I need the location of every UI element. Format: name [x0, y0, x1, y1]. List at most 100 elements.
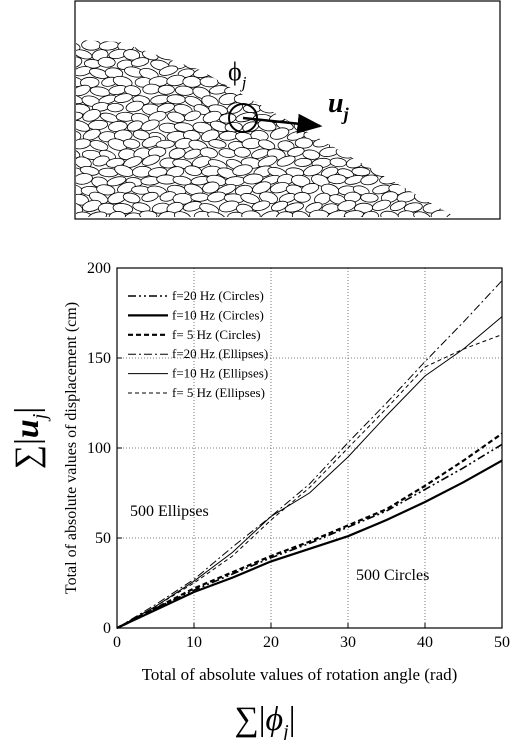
grain — [168, 147, 186, 160]
grain — [309, 102, 327, 112]
grain — [446, 68, 455, 81]
grain — [218, 200, 240, 213]
grain — [354, 78, 371, 88]
grain — [428, 121, 448, 133]
grain — [269, 127, 290, 140]
grain — [157, 84, 175, 95]
x-tick-label: 40 — [417, 634, 433, 651]
grain — [258, 104, 276, 114]
grain — [395, 85, 415, 96]
grain — [393, 65, 414, 78]
grain — [291, 68, 311, 79]
grain — [252, 59, 273, 70]
grain — [291, 174, 311, 187]
grain — [380, 157, 398, 169]
grain — [432, 192, 450, 203]
grain — [287, 75, 306, 85]
legend-label: f=20 Hz (Ellipses) — [172, 346, 268, 361]
grain — [420, 40, 438, 52]
grain — [302, 75, 322, 87]
grain — [183, 40, 202, 52]
grain — [76, 120, 91, 132]
grain — [99, 112, 119, 123]
grain — [394, 48, 412, 59]
grain — [438, 40, 455, 50]
grain — [82, 128, 101, 141]
grain — [328, 65, 346, 78]
grain — [440, 57, 455, 69]
annotation: 500 Ellipses — [130, 503, 209, 520]
series-line — [116, 432, 503, 629]
grain — [92, 155, 110, 167]
grain — [217, 167, 238, 180]
grain — [76, 148, 81, 159]
angle-label: ϕj — [228, 57, 247, 92]
grain — [123, 138, 141, 149]
grain — [428, 155, 449, 168]
series-line — [116, 443, 503, 629]
grain — [405, 164, 426, 178]
grain — [276, 49, 297, 61]
grain — [260, 85, 277, 98]
grain — [295, 85, 314, 97]
grain — [420, 131, 441, 142]
grain — [207, 211, 226, 217]
grain — [114, 93, 133, 103]
subscript: j — [341, 104, 350, 124]
grain — [251, 200, 271, 211]
grain — [421, 147, 440, 159]
grain — [265, 94, 286, 105]
grain — [311, 48, 330, 61]
grain — [429, 175, 448, 186]
grain — [252, 92, 271, 104]
grain — [166, 94, 186, 105]
grain — [301, 94, 320, 106]
grain — [294, 137, 313, 149]
vector-label: uj — [328, 88, 350, 124]
grain — [155, 50, 175, 61]
illustration-frame — [74, 0, 501, 220]
grain — [342, 64, 362, 78]
grain — [301, 41, 322, 52]
grain — [335, 59, 356, 69]
grain — [312, 86, 330, 97]
series-line — [116, 334, 503, 629]
grain — [250, 40, 269, 51]
grain — [89, 140, 109, 151]
grain — [291, 210, 310, 217]
grain — [405, 148, 426, 158]
grain — [354, 40, 372, 51]
grain — [379, 120, 399, 132]
grain — [360, 158, 380, 169]
grain — [106, 102, 124, 113]
grain — [446, 175, 455, 187]
symbol: u — [328, 88, 344, 119]
grain — [202, 41, 220, 52]
grain — [76, 56, 83, 69]
grain — [371, 113, 392, 124]
grain — [327, 174, 347, 185]
grain — [149, 40, 169, 53]
grain — [404, 131, 424, 142]
grain — [124, 212, 142, 217]
rotation-marker — [228, 103, 258, 133]
grain — [361, 139, 380, 149]
grain — [388, 76, 406, 89]
grain — [294, 102, 315, 113]
grain — [371, 40, 390, 50]
grain — [191, 155, 211, 169]
grain — [319, 127, 339, 140]
grain — [125, 100, 145, 113]
grain — [279, 85, 297, 96]
grain — [76, 202, 83, 215]
legend-label: f= 5 Hz (Circles) — [172, 327, 261, 342]
grain — [381, 140, 399, 152]
grain — [420, 185, 439, 197]
grain — [208, 139, 227, 149]
grain — [286, 58, 306, 70]
legend-label: f=10 Hz (Ellipses) — [172, 366, 268, 381]
grain — [233, 40, 254, 51]
grain — [414, 157, 432, 170]
grain — [354, 93, 374, 104]
